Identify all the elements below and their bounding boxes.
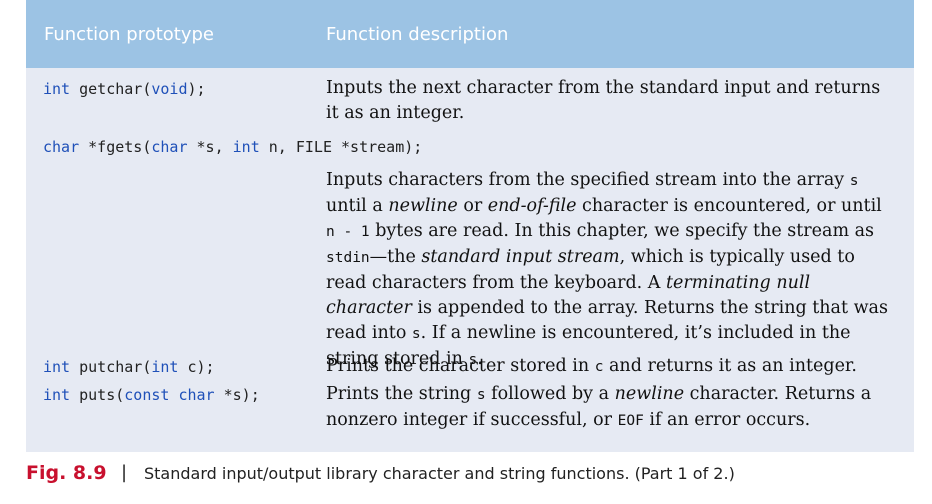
desc-getchar: Inputs the next character from the stand… [326, 78, 881, 123]
figure-label: Fig. 8.9 [26, 462, 107, 484]
proto-puts: int puts(const char *s); [43, 386, 260, 404]
proto-getchar: int getchar(void); [43, 80, 206, 98]
caption-text: Standard input/output library character … [144, 464, 735, 483]
desc-fgets: Inputs characters from the specified str… [326, 170, 888, 369]
proto-putchar: int putchar(int c); [43, 358, 215, 376]
figure-caption: Fig. 8.9 | Standard input/output library… [26, 462, 906, 492]
proto-fgets: char *fgets(char *s, int n, FILE *stream… [43, 138, 423, 156]
desc-putchar: Prints the character stored in c and ret… [326, 356, 857, 376]
header-prototype: Function prototype [44, 24, 215, 45]
table-header: Function prototype Function description [26, 0, 914, 68]
desc-puts: Prints the string s followed by a newlin… [326, 384, 872, 430]
caption-separator: | [121, 462, 128, 483]
function-table: Function prototype Function description … [26, 0, 914, 452]
header-description: Function description [326, 24, 509, 45]
